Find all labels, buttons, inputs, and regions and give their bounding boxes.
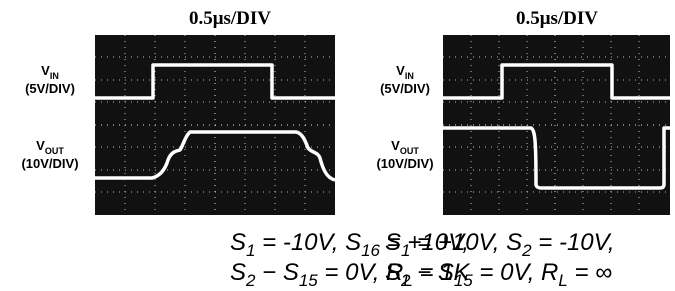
text-run: = 0V, R	[473, 259, 559, 286]
subscript: IN	[50, 71, 59, 81]
signal-scale: (10V/DIV)	[376, 156, 433, 171]
subscript: 15	[299, 271, 318, 290]
text-run: V	[391, 138, 400, 153]
subscript: L	[558, 271, 567, 290]
text-run: = +10V, S	[410, 229, 522, 256]
panel-title: 0.5μs/DIV	[516, 8, 598, 29]
text-run: S	[230, 229, 246, 256]
text-run: = -10V,	[532, 229, 615, 256]
subscript: OUT	[400, 146, 420, 156]
signal-name: VOUT	[391, 138, 419, 156]
signal-name: VIN	[41, 63, 59, 81]
caption-line: S1 = +10V, S2 = -10V,	[385, 229, 615, 260]
subscript: 2	[521, 241, 532, 260]
subscript: 16	[361, 241, 380, 260]
text-run: S	[385, 229, 401, 256]
scope-screen	[95, 35, 335, 215]
signal-scale: (10V/DIV)	[21, 156, 78, 171]
text-run: = ∞	[568, 259, 612, 286]
text-run: − S	[255, 259, 298, 286]
signal-scale: (5V/DIV)	[380, 81, 430, 96]
caption-line: S2 − S15 = 0V, RL = ∞	[385, 259, 612, 290]
text-run: S	[385, 259, 401, 286]
subscript: 2	[245, 271, 256, 290]
panel-title: 0.5μs/DIV	[189, 8, 271, 29]
subscript: OUT	[45, 146, 65, 156]
text-run: − S	[410, 259, 453, 286]
signal-name: VIN	[396, 63, 414, 81]
subscript: 1	[246, 241, 255, 260]
subscript: 2	[400, 271, 411, 290]
subscript: 1	[401, 241, 410, 260]
subscript: 15	[454, 271, 473, 290]
signal-name: VOUT	[36, 138, 64, 156]
scope-screen	[443, 35, 670, 215]
text-run: S	[230, 259, 246, 286]
subscript: IN	[405, 71, 414, 81]
text-run: V	[396, 63, 405, 78]
text-run: = -10V, S	[255, 229, 361, 256]
text-run: V	[41, 63, 50, 78]
page: {"panels": [ {"title": "0.5\u03bcs/DIV",…	[0, 0, 675, 291]
text-run: V	[36, 138, 45, 153]
signal-scale: (5V/DIV)	[25, 81, 75, 96]
figure: 0.5μs/DIVVIN(5V/DIV)VOUT(10V/DIV)S1 = -1…	[0, 0, 675, 291]
